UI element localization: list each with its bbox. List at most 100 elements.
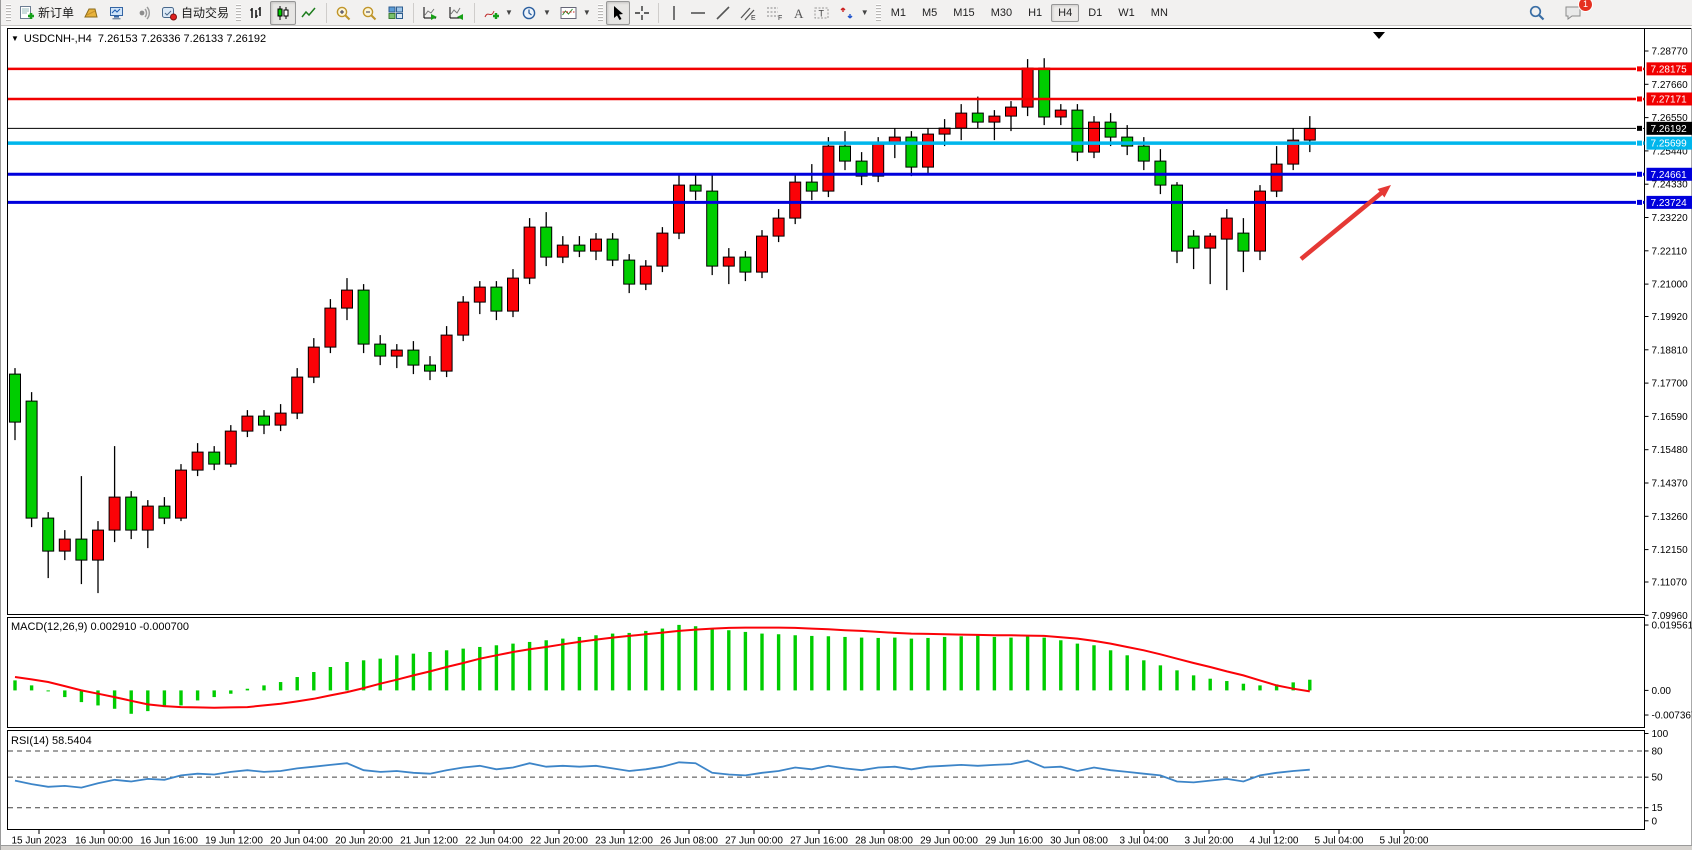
rsi-axis-label: 80 [1652, 746, 1664, 757]
price-tick-label: 7.15480 [1652, 445, 1689, 456]
equidistant-channel-icon: E [739, 5, 757, 21]
equidistant-channel-button[interactable]: E [735, 1, 761, 25]
search-icon [1528, 4, 1546, 21]
candle-bullish [473, 286, 486, 303]
toolbar-grip[interactable] [236, 3, 242, 22]
macd-histogram-bar [179, 690, 183, 706]
axis-line-marker [1636, 139, 1643, 147]
timeframe-M5[interactable]: M5 [922, 6, 938, 19]
signal-button[interactable] [130, 1, 156, 25]
candle-bearish [1171, 184, 1183, 252]
text-label-button[interactable]: T [809, 1, 835, 25]
terminal-button[interactable] [104, 1, 130, 25]
rsi-panel: 100 80 50 15 0 [8, 729, 1669, 827]
chart-menu-arrow[interactable]: ▼ [11, 34, 19, 43]
candle-bullish [108, 496, 121, 531]
macd-histogram-bar [793, 635, 797, 691]
toolbar-separator [326, 2, 328, 23]
time-tick-label: 20 Jun 04:00 [270, 836, 328, 847]
macd-histogram-bar [727, 630, 731, 691]
macd-histogram-bar [843, 636, 847, 691]
trend-arrow[interactable] [1299, 189, 1385, 261]
timeframe-MN[interactable]: MN [1150, 6, 1168, 19]
crosshair-button[interactable] [630, 1, 654, 25]
toolbar-grip[interactable] [6, 3, 11, 22]
macd-histogram-bar [312, 672, 316, 691]
macd-histogram-bar [810, 635, 814, 691]
candlestick-chart-button[interactable] [270, 0, 297, 25]
toolbar-separator [413, 2, 415, 23]
price-badge-label: 7.23724 [1651, 198, 1688, 209]
trend-arrow-head [1377, 185, 1391, 198]
toolbar-grip[interactable] [875, 3, 881, 22]
timeframe-M15[interactable]: M15 [953, 6, 975, 19]
candle-bearish [839, 145, 851, 162]
signal-icon [134, 5, 152, 21]
tile-windows-icon [387, 5, 405, 21]
chart-canvas[interactable]: 7.28770 7.27660 7.26550 7.25440 7.24330 7.232… [1, 28, 1692, 850]
auto-scroll-button[interactable] [418, 1, 444, 25]
timeframe-D1[interactable]: D1 [1088, 6, 1103, 19]
timeframe-bar: M1 M5 M15 M30 H1 H4 D1 W1 MN [884, 3, 1175, 22]
rsi-panel-border [7, 730, 1645, 830]
candle-bullish [58, 538, 71, 552]
candle-bearish [9, 373, 21, 423]
price-tick-label: 7.17700 [1652, 379, 1689, 390]
macd-histogram-bar [594, 635, 598, 691]
macd-values: 0.002910 -0.000700 [90, 621, 189, 633]
auto-trading-label: 自动交易 [181, 6, 230, 20]
horizontal-line-icon [689, 5, 707, 21]
macd-histogram-bar [544, 640, 548, 691]
zoom-in-button[interactable] [331, 1, 357, 25]
macd-histogram-bar [826, 636, 831, 691]
horizontal-line-button[interactable] [685, 1, 711, 25]
macd-name: MACD(12,26,9) [11, 621, 88, 633]
price-tick-label: 7.23220 [1652, 213, 1689, 224]
timeframe-M30[interactable]: M30 [990, 6, 1013, 19]
macd-histogram-bar [63, 690, 67, 698]
arrows-button[interactable]: ▼ [835, 1, 873, 25]
new-order-button[interactable]: 新订单 [14, 1, 78, 25]
time-tick-label: 3 Jul 04:00 [1120, 836, 1169, 847]
periods-button[interactable]: ▼ [517, 1, 555, 25]
trendline-button[interactable] [711, 1, 735, 25]
candle-bullish [955, 112, 968, 129]
timeframe-H1[interactable]: H1 [1028, 6, 1043, 19]
price-tick-label: 7.18810 [1652, 345, 1689, 356]
timeframe-M1[interactable]: M1 [890, 6, 906, 19]
bar-chart-button[interactable] [244, 1, 270, 25]
vertical-line-button[interactable] [663, 1, 685, 25]
chart-shift-button[interactable] [444, 1, 470, 25]
toolbar-grip[interactable] [597, 3, 603, 22]
timeframe-W1[interactable]: W1 [1118, 6, 1135, 19]
fibonacci-button[interactable]: F [761, 1, 787, 25]
tile-windows-button[interactable] [383, 1, 409, 25]
chart-shift-marker[interactable] [1373, 32, 1385, 39]
price-badge [1646, 167, 1692, 181]
profile-button[interactable] [78, 1, 104, 25]
zoom-out-button[interactable] [357, 1, 383, 25]
cursor-button[interactable] [605, 0, 630, 25]
auto-trading-button[interactable]: 自动交易 [156, 1, 233, 25]
line-chart-button[interactable] [296, 1, 322, 25]
text-button[interactable]: A [787, 1, 809, 25]
timeframe-H4[interactable]: H4 [1051, 3, 1080, 22]
search-button[interactable] [1524, 1, 1550, 25]
notifications-button[interactable]: 1 [1560, 0, 1593, 25]
macd-histogram-bar [610, 633, 615, 691]
time-tick-label: 15 Jun 2023 [11, 836, 66, 847]
text-icon: A [791, 5, 805, 21]
candle-bullish [639, 265, 652, 285]
time-tick-label: 23 Jun 12:00 [595, 836, 653, 847]
macd-histogram-bar [494, 645, 499, 691]
macd-histogram-bar [461, 648, 465, 691]
candle-bullish [324, 307, 337, 348]
price-tick-label: 7.21000 [1652, 280, 1689, 291]
candle-bearish [407, 349, 420, 366]
price-badge-label: 7.26192 [1651, 124, 1688, 135]
template-button[interactable]: ▼ [555, 1, 595, 25]
indicators-button[interactable]: ▼ [479, 1, 517, 25]
candle-bearish [258, 415, 270, 426]
chevron-down-icon: ▼ [542, 8, 551, 17]
chart-window[interactable]: 7.28770 7.27660 7.26550 7.25440 7.24330 7.232… [1, 28, 1692, 850]
